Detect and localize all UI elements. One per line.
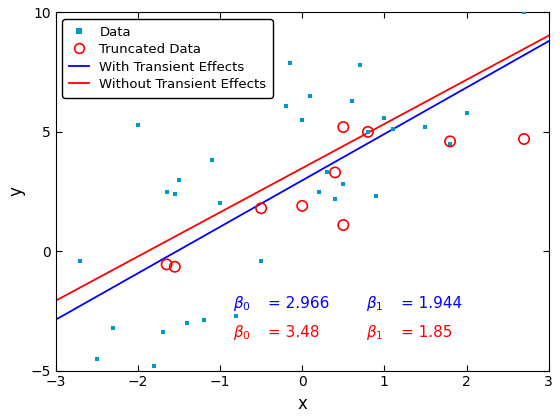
Point: [347, 97, 356, 104]
Point: [298, 116, 307, 123]
Text: = 2.966: = 2.966: [268, 296, 329, 311]
Point: [158, 329, 167, 336]
Point: [150, 362, 159, 369]
Point: [109, 324, 118, 331]
Point: [170, 263, 179, 270]
Point: [199, 317, 208, 324]
Point: [298, 202, 307, 209]
Point: [339, 222, 348, 228]
Point: [388, 126, 397, 133]
Text: = 1.85: = 1.85: [401, 325, 452, 340]
Text: $\beta_1$: $\beta_1$: [366, 323, 384, 341]
Point: [339, 181, 348, 188]
Point: [314, 188, 323, 195]
Text: = 3.48: = 3.48: [268, 325, 319, 340]
Point: [216, 200, 225, 207]
Point: [306, 93, 315, 100]
Point: [520, 136, 529, 142]
Point: [133, 121, 142, 128]
Point: [363, 129, 372, 135]
Text: = 1.944: = 1.944: [401, 296, 462, 311]
Point: [162, 261, 171, 268]
Text: $\beta_0$: $\beta_0$: [233, 294, 251, 313]
Point: [207, 157, 216, 164]
Point: [339, 124, 348, 131]
Point: [175, 176, 184, 183]
Point: [256, 205, 265, 212]
Point: [92, 355, 101, 362]
Point: [446, 138, 455, 145]
Point: [183, 320, 192, 326]
Point: [286, 59, 295, 66]
Point: [421, 124, 430, 131]
Point: [76, 257, 85, 264]
Point: [256, 257, 265, 264]
Point: [462, 109, 471, 116]
Point: [330, 195, 339, 202]
Point: [232, 312, 241, 319]
Point: [281, 102, 290, 109]
Text: $\beta_1$: $\beta_1$: [366, 294, 384, 313]
Point: [520, 9, 529, 16]
Point: [380, 114, 389, 121]
Y-axis label: y: y: [7, 186, 25, 197]
Point: [446, 140, 455, 147]
Point: [162, 188, 171, 195]
Point: [363, 129, 372, 135]
X-axis label: x: x: [297, 395, 307, 413]
Legend: Data, Truncated Data, With Transient Effects, Without Transient Effects: Data, Truncated Data, With Transient Eff…: [62, 19, 273, 98]
Point: [372, 193, 381, 199]
Text: $\beta_0$: $\beta_0$: [233, 323, 251, 341]
Point: [170, 191, 179, 197]
Point: [323, 169, 332, 176]
Point: [355, 62, 364, 68]
Point: [330, 169, 339, 176]
